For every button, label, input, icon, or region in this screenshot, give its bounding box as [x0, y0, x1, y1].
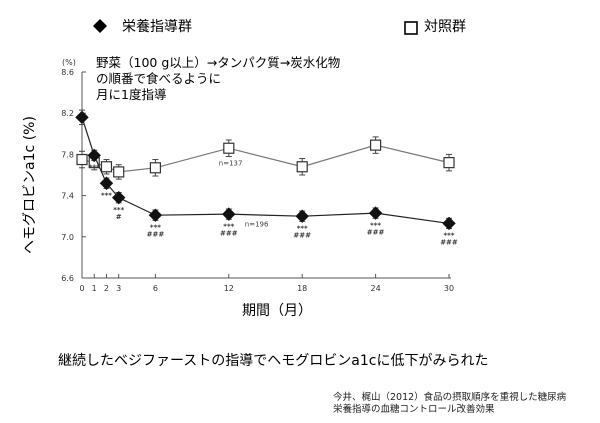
significance-mark: ###	[440, 239, 458, 247]
significance-mark: ###	[293, 231, 311, 239]
x-tick-label: 1	[92, 284, 97, 293]
significance-mark: ***	[89, 164, 100, 172]
n-label: n=137	[219, 160, 243, 168]
data-point-control	[223, 142, 235, 154]
significance-mark: ###	[220, 229, 238, 237]
legend-label-control: 対照群	[424, 19, 466, 35]
legend-diamond-icon	[93, 19, 107, 33]
significance-mark: ***	[370, 221, 381, 229]
y-axis-label: ヘモグロビンa1c (%)	[22, 116, 38, 254]
data-point-treatment	[442, 216, 456, 231]
y-tick-label: 7.4	[61, 192, 74, 201]
y-tick-label: 7.8	[61, 150, 74, 159]
x-tick-label: 0	[79, 284, 84, 293]
legend: 栄養指導群 対照群	[0, 0, 600, 50]
data-point-control	[443, 157, 455, 169]
y-axis-unit: (%)	[62, 58, 76, 67]
n-label: n=196	[245, 221, 269, 229]
series-line-control	[81, 144, 450, 173]
data-point-treatment	[87, 148, 101, 163]
annotation: 野菜（100 g以上）→タンパク質→炭水化物 の順番で食べるように 月に1度指導	[96, 55, 396, 103]
x-tick-label: 2	[104, 284, 109, 293]
legend-label-treatment: 栄養指導群	[122, 19, 192, 35]
data-point-treatment	[295, 209, 309, 223]
y-tick-label: 8.6	[61, 68, 74, 77]
x-tick-label: 18	[297, 284, 307, 293]
legend-square-icon	[404, 21, 418, 35]
data-point-treatment	[222, 207, 236, 221]
y-tick-label: 7.0	[61, 233, 74, 242]
x-tick-label: 24	[371, 284, 381, 293]
data-point-control	[370, 139, 382, 151]
data-point-control	[100, 161, 113, 173]
data-point-treatment	[368, 206, 383, 220]
significance-mark: ***	[113, 206, 124, 214]
significance-mark: ***	[101, 191, 112, 199]
citation: 今井、梶山（2012）食品の摂取順序を重視した糖尿病 栄養指導の血糖コントロール…	[333, 392, 566, 416]
x-axis-label: 期間（月）	[242, 303, 312, 319]
significance-mark: ***	[150, 223, 161, 231]
x-tick-label: 3	[116, 284, 121, 293]
significance-mark: ###	[147, 230, 165, 238]
annotation-line-2: の順番で食べるように	[96, 71, 222, 86]
caption: 継続したベジファーストの指導でヘモグロビンa1cに低下がみられた	[58, 353, 489, 369]
data-point-treatment	[148, 208, 163, 222]
significance-mark: #	[116, 213, 122, 221]
data-point-control	[76, 153, 88, 166]
x-tick-label: 6	[153, 284, 158, 293]
significance-mark: ***	[223, 222, 234, 230]
data-point-control	[113, 166, 125, 178]
x-tick-label: 30	[444, 284, 454, 293]
data-point-treatment	[99, 176, 114, 190]
data-point-control	[149, 162, 161, 174]
annotation-line-1: 野菜（100 g以上）→タンパク質→炭水化物	[96, 55, 341, 70]
data-point-control	[296, 161, 308, 173]
significance-mark: ###	[367, 228, 385, 236]
significance-mark: ***	[444, 232, 455, 240]
x-tick-label: 12	[224, 284, 234, 293]
y-tick-label: 6.6	[61, 274, 74, 283]
data-point-treatment	[75, 110, 89, 125]
y-axis-label-wrap: ヘモグロビンa1c (%)	[14, 100, 44, 270]
data-point-treatment	[111, 190, 126, 205]
annotation-line-3: 月に1度指導	[96, 87, 167, 102]
significance-mark: ***	[297, 224, 308, 232]
citation-line-2: 栄養指導の血糖コントロール改善効果	[333, 404, 495, 415]
citation-line-1: 今井、梶山（2012）食品の摂取順序を重視した糖尿病	[333, 392, 567, 403]
y-tick-label: 8.2	[61, 109, 74, 118]
